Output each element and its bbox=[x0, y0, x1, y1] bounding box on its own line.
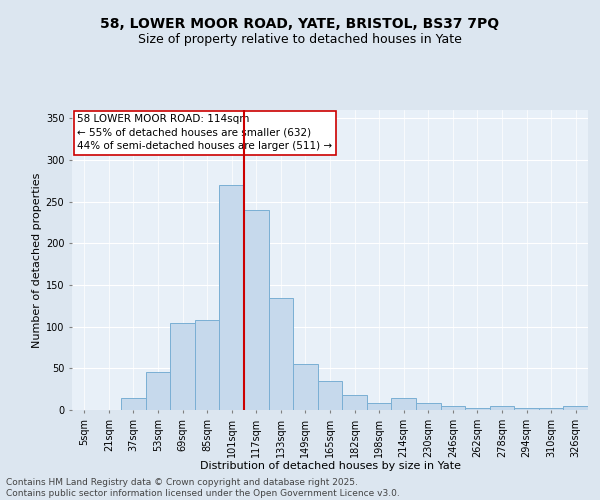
Bar bbox=[391, 398, 416, 410]
Bar bbox=[293, 364, 318, 410]
Bar bbox=[269, 298, 293, 410]
Text: 58 LOWER MOOR ROAD: 114sqm
← 55% of detached houses are smaller (632)
44% of sem: 58 LOWER MOOR ROAD: 114sqm ← 55% of deta… bbox=[77, 114, 332, 151]
X-axis label: Distribution of detached houses by size in Yate: Distribution of detached houses by size … bbox=[199, 461, 461, 471]
Bar bbox=[244, 210, 269, 410]
Bar bbox=[465, 408, 490, 410]
Text: 58, LOWER MOOR ROAD, YATE, BRISTOL, BS37 7PQ: 58, LOWER MOOR ROAD, YATE, BRISTOL, BS37… bbox=[100, 18, 500, 32]
Text: Contains HM Land Registry data © Crown copyright and database right 2025.
Contai: Contains HM Land Registry data © Crown c… bbox=[6, 478, 400, 498]
Bar bbox=[170, 322, 195, 410]
Bar bbox=[342, 395, 367, 410]
Bar bbox=[440, 406, 465, 410]
Y-axis label: Number of detached properties: Number of detached properties bbox=[32, 172, 41, 348]
Text: Size of property relative to detached houses in Yate: Size of property relative to detached ho… bbox=[138, 32, 462, 46]
Bar bbox=[514, 408, 539, 410]
Bar bbox=[121, 398, 146, 410]
Bar bbox=[563, 406, 588, 410]
Bar bbox=[220, 185, 244, 410]
Bar bbox=[539, 408, 563, 410]
Bar bbox=[195, 320, 220, 410]
Bar bbox=[146, 372, 170, 410]
Bar bbox=[318, 381, 342, 410]
Bar bbox=[367, 404, 391, 410]
Bar bbox=[416, 404, 440, 410]
Bar bbox=[490, 406, 514, 410]
